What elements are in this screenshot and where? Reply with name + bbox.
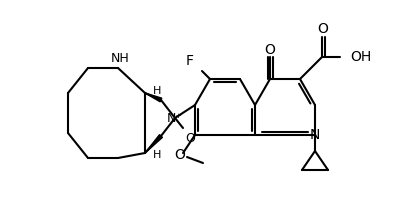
Text: NH: NH xyxy=(110,52,129,64)
Text: O: O xyxy=(265,43,276,57)
Text: H: H xyxy=(153,86,161,96)
Text: F: F xyxy=(186,54,194,68)
Polygon shape xyxy=(145,135,162,153)
Text: H: H xyxy=(153,150,161,160)
Text: O: O xyxy=(175,148,185,162)
Text: O⁻: O⁻ xyxy=(185,131,201,145)
Text: N⁺: N⁺ xyxy=(167,111,183,125)
Text: OH: OH xyxy=(350,50,371,64)
Text: O: O xyxy=(318,22,328,36)
Polygon shape xyxy=(145,93,162,102)
Text: N: N xyxy=(310,128,320,142)
